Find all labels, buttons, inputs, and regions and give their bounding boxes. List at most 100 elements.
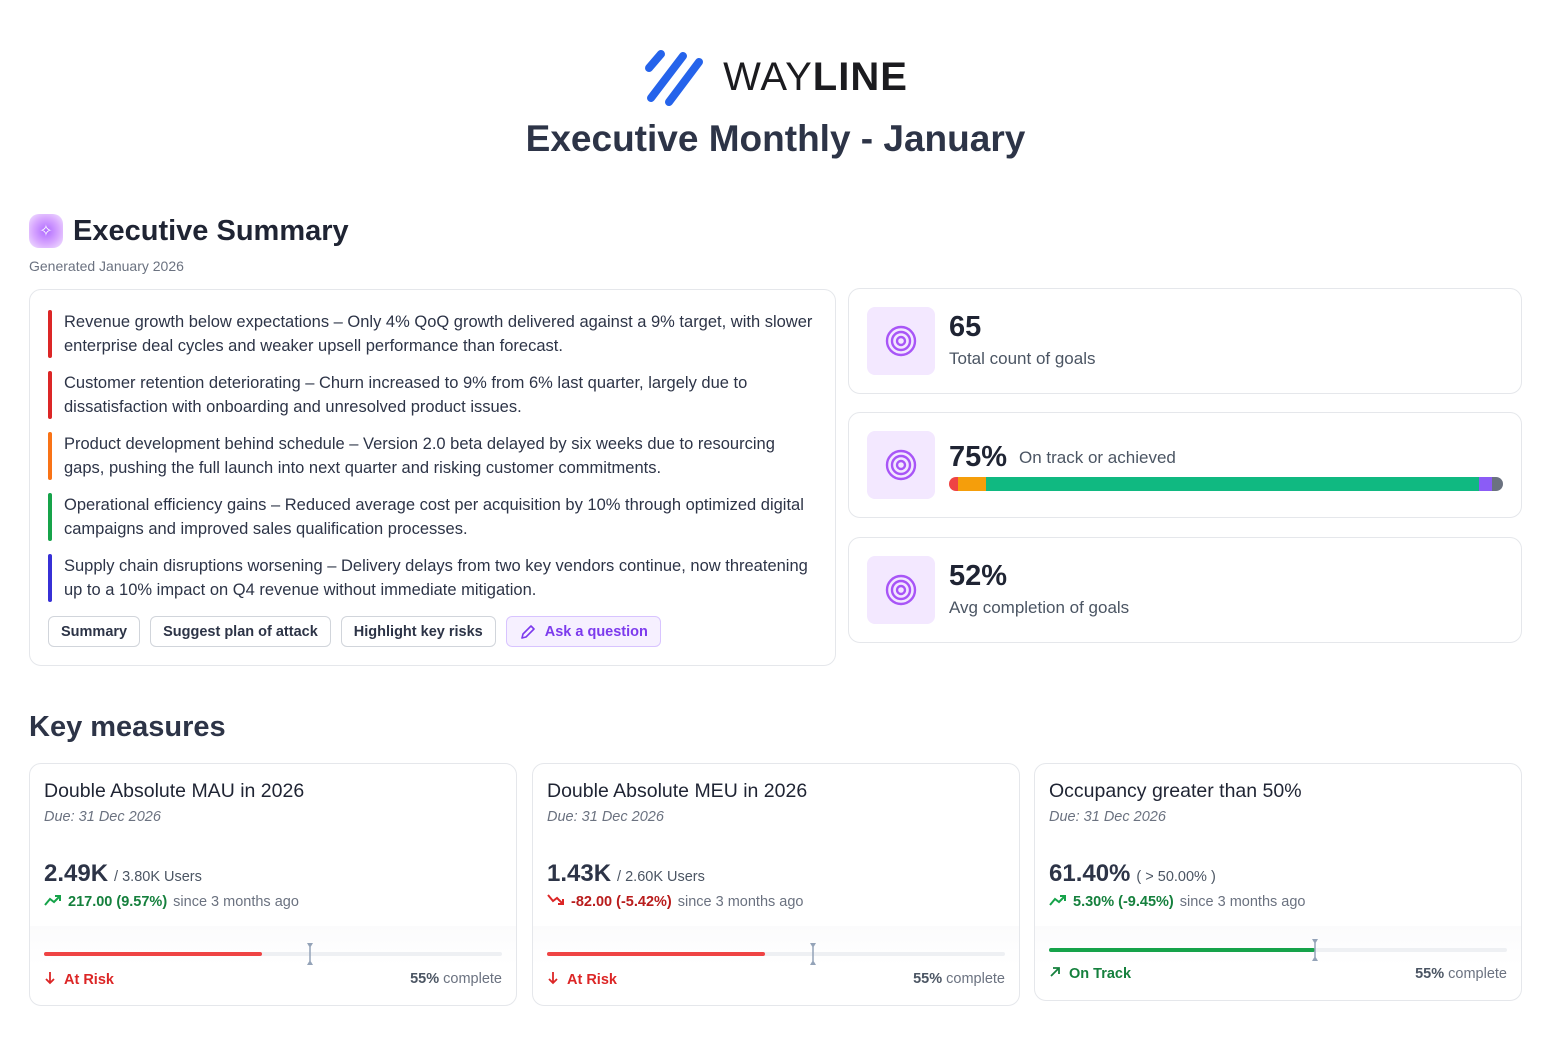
summary-card: Revenue growth below expectations – Only… [29,289,836,666]
measure-change: -82.00 (-5.42%) [571,894,672,910]
bullet-status-bar [48,310,52,358]
measure-progress-area [30,926,516,966]
measure-status: On Track [1049,966,1131,982]
progress-segment [1478,477,1492,491]
measure-target: / 3.80K Users [114,869,202,885]
expected-progress-marker-icon [1311,939,1318,961]
executive-summary-title: Executive Summary [73,214,349,247]
measure-since: since 3 months ago [1179,894,1306,910]
measure-progress-fill [1049,948,1315,952]
stat-card-on-track: 75% On track or achieved [848,412,1522,518]
measure-target: ( > 50.00% ) [1136,869,1216,885]
pencil-icon [520,624,535,639]
summary-bullet: Revenue growth below expectations – Only… [48,310,817,358]
target-icon [867,307,935,375]
measure-status-label: On Track [1069,966,1132,982]
bullet-text: Supply chain disruptions worsening – Del… [64,557,808,599]
measure-change: 217.00 (9.57%) [68,894,168,910]
bullet-text: Customer retention deteriorating – Churn… [64,374,748,416]
measure-progress-fill [44,952,262,956]
measure-card[interactable]: Double Absolute MAU in 2026 Due: 31 Dec 2… [29,763,517,1006]
bullet-text: Revenue growth below expectations – Only… [64,313,813,355]
measure-value-row: 1.43K / 2.60K Users [547,860,705,888]
on-track-label: On track or achieved [1019,448,1176,467]
page-title: Executive Monthly - January [525,118,1026,159]
measure-status-label: At Risk [567,972,617,988]
sparkle-icon: ✧ [29,214,63,248]
trend-up-icon [1049,894,1067,910]
summary-bullet: Supply chain disruptions worsening – Del… [48,554,817,602]
on-track-value: 75% [949,441,1008,473]
measure-change-row: 217.00 (9.57%) since 3 months ago [44,894,299,910]
expected-progress-marker-icon [306,943,313,965]
expected-progress-marker-icon [809,943,816,965]
measure-target: / 2.60K Users [617,869,705,885]
bullet-status-bar [48,432,52,480]
avg-completion-value: 52% [949,560,1008,592]
measure-name: Double Absolute MEU in 2026 [547,780,808,802]
measure-value: 61.40% [1049,860,1131,887]
bullet-status-bar [48,554,52,602]
measure-progress-area [533,926,1019,966]
suggest-plan-button[interactable]: Suggest plan of attack [150,616,331,647]
ask-question-button[interactable]: Ask a question [505,616,661,647]
target-icon [867,556,935,624]
measure-complete: 55% complete [1415,966,1507,982]
ask-question-label: Ask a question [544,623,648,640]
stat-card-avg-completion: 52% Avg completion of goals [848,537,1522,643]
measure-progress-area [1035,926,1521,966]
trend-up-icon [44,894,62,910]
executive-summary-header: ✧ Executive Summary [29,214,349,248]
measure-value-row: 61.40% ( > 50.00% ) [1049,860,1216,888]
summary-bullet: Operational efficiency gains – Reduced a… [48,493,817,541]
measure-since: since 3 months ago [677,894,804,910]
total-goals-value: 65 [949,311,982,343]
measure-status-label: At Risk [64,972,114,988]
stat-card-total: 65 Total count of goals [848,288,1522,394]
measure-progress-fill [547,952,765,956]
measure-status: At Risk [44,971,114,989]
measure-progress-track [1049,939,1507,961]
target-icon [867,431,935,499]
measure-due-date: Due: 31 Dec 2026 [44,809,161,825]
measure-change-row: -82.00 (-5.42%) since 3 months ago [547,894,804,910]
measure-card[interactable]: Double Absolute MEU in 2026 Due: 31 Dec 2… [532,763,1020,1006]
measure-due-date: Due: 31 Dec 2026 [547,809,664,825]
measure-due-date: Due: 31 Dec 2026 [1049,809,1166,825]
progress-segment [949,477,958,491]
measure-complete-pct: 55% [1415,966,1445,982]
progress-segment [1491,477,1503,491]
measure-complete: 55% complete [913,971,1005,987]
measure-status: At Risk [547,971,617,989]
measure-name: Double Absolute MAU in 2026 [44,780,305,802]
measure-complete: 55% complete [410,971,502,987]
key-measures-title: Key measures [29,711,226,743]
measure-value: 2.49K [44,860,109,887]
measure-since: since 3 months ago [173,894,299,910]
goal-status-progress-bar [949,477,1503,491]
measure-progress-track [547,943,1005,965]
wayline-logo-icon [645,50,704,106]
arrow-down-icon [547,971,559,989]
measure-complete-word: complete [443,971,502,987]
total-goals-label: Total count of goals [949,349,1096,368]
measure-complete-word: complete [946,971,1005,987]
summary-actions: Summary Suggest plan of attack Highlight… [48,616,661,647]
arrow-up-right-icon [1049,966,1061,982]
measure-complete-pct: 55% [410,971,440,987]
measure-value-row: 2.49K / 3.80K Users [44,860,202,888]
summary-bullets: Revenue growth below expectations – Only… [48,310,817,602]
summary-button[interactable]: Summary [48,616,141,647]
highlight-risks-button[interactable]: Highlight key risks [340,616,496,647]
progress-segment [957,477,986,491]
brand-name: WAYLINE [723,54,908,99]
measure-name: Occupancy greater than 50% [1049,780,1302,802]
trend-down-icon [547,894,565,910]
arrow-down-icon [44,971,56,989]
measure-change: 5.30% (-9.45%) [1073,894,1174,910]
measure-change-row: 5.30% (-9.45%) since 3 months ago [1049,894,1306,910]
progress-segment [985,477,1479,491]
avg-completion-label: Avg completion of goals [949,598,1130,617]
measure-card[interactable]: Occupancy greater than 50% Due: 31 Dec 20… [1034,763,1522,1001]
bullet-text: Operational efficiency gains – Reduced a… [64,496,804,538]
